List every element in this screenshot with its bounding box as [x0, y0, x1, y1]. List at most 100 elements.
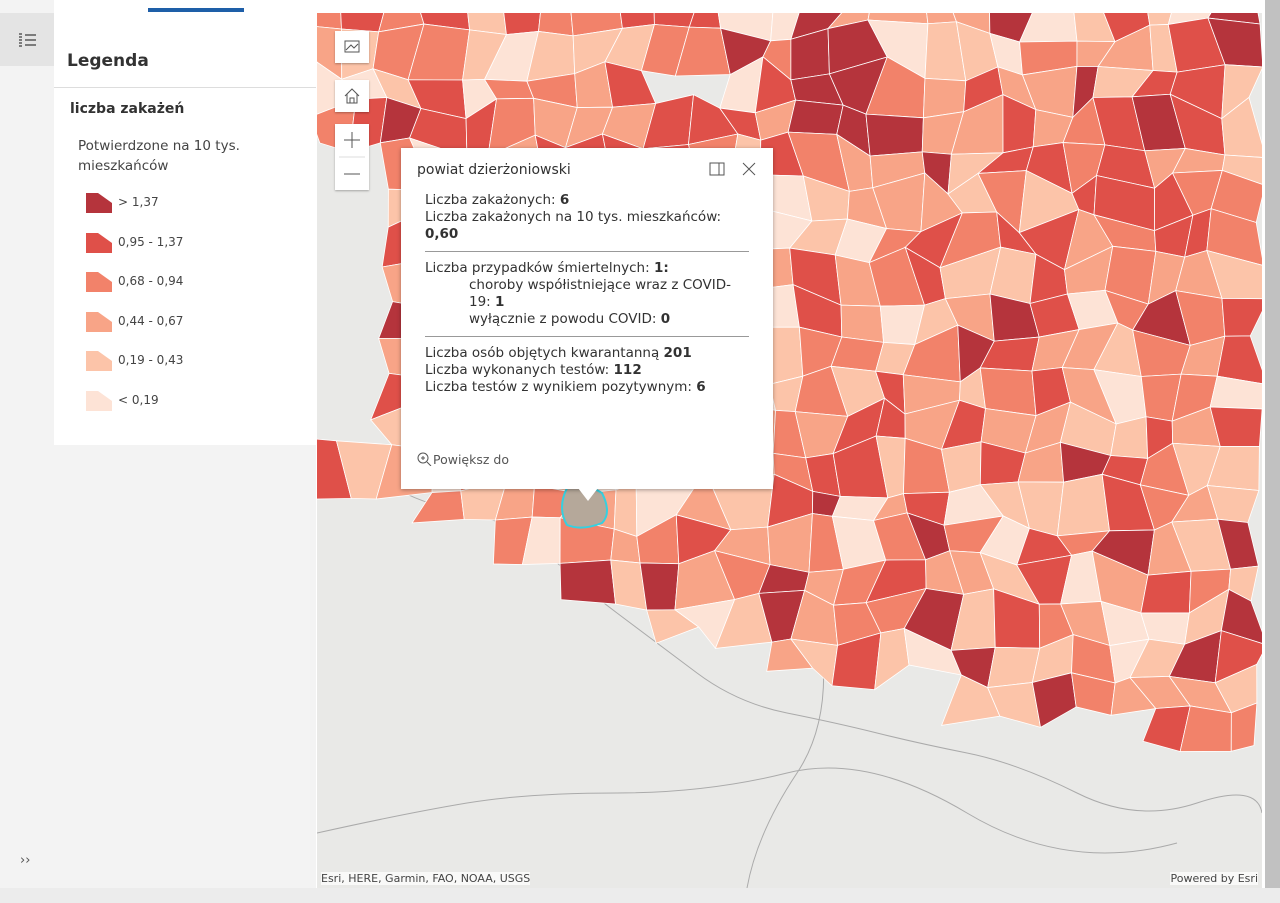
field-name: Potwierdzone na 10 tys. mieszkańców: [78, 138, 240, 174]
popup-line: Liczba wykonanych testów: 112: [401, 362, 773, 379]
district: [979, 367, 1037, 417]
popup-line: choroby współistniejące wraz z COVID-19:…: [401, 277, 773, 311]
field-value: 6: [696, 379, 706, 395]
field-value: 6: [559, 192, 570, 208]
district: [411, 490, 465, 524]
legend-label: 0,19 - 0,43: [118, 353, 184, 367]
district: [1221, 297, 1262, 337]
district: [1140, 570, 1192, 614]
field-label: Liczba wykonanych testów:: [425, 362, 610, 378]
panel-background: [54, 445, 316, 888]
field-value: 1:: [653, 260, 669, 276]
district: [987, 682, 1042, 728]
popup-line: Liczba przypadków śmiertelnych: 1:: [401, 260, 773, 277]
legend-title: Legenda: [67, 51, 149, 71]
district: [1031, 672, 1077, 728]
zoom-buttons: [335, 124, 369, 190]
legend-item: 0,95 - 1,37: [86, 231, 286, 255]
home-icon: [344, 88, 360, 104]
legend-item: 0,19 - 0,43: [86, 349, 286, 373]
district: [1221, 154, 1262, 185]
popup: powiat dzierżoniowski Liczba zakażonych:…: [401, 148, 773, 489]
popup-line: wyłącznie z powodu COVID: 0: [401, 311, 773, 328]
popup-line: Liczba osób objętych kwarantanną 201: [401, 345, 773, 362]
district: [787, 99, 844, 135]
popup-line: Liczba zakażonych: 6: [401, 192, 773, 209]
zoom-icons: [339, 132, 365, 175]
legend-label: > 1,37: [118, 195, 159, 209]
swatch-shape: [86, 272, 112, 292]
legend-item: < 0,19: [86, 389, 286, 413]
powered-by[interactable]: Powered by Esri: [1170, 872, 1258, 885]
district: [639, 562, 680, 611]
legend-item: 0,68 - 0,94: [86, 270, 286, 294]
field-value: 1: [495, 294, 505, 310]
popup-title: powiat dzierżoniowski: [417, 162, 571, 178]
popup-line: Liczba zakażonych na 10 tys. mieszkańców…: [401, 209, 773, 243]
basemap-button[interactable]: [335, 31, 369, 63]
legend-button[interactable]: [0, 13, 54, 66]
field-value: 201: [663, 345, 692, 361]
district: [840, 304, 885, 343]
field-label: Liczba osób objętych kwarantanną: [425, 345, 660, 361]
top-bar: [0, 0, 1280, 13]
district: [1216, 335, 1262, 385]
popup-divider: [425, 251, 749, 252]
field-value: 0: [660, 311, 671, 327]
district: [559, 559, 616, 605]
popup-pointer: [578, 488, 598, 501]
field-label: Liczba zakażonych na 10 tys. mieszkańców…: [425, 209, 722, 225]
field-value: 112: [613, 362, 642, 378]
swatch-shape: [86, 390, 112, 411]
popup-line: Liczba testów z wynikiem pozytywnym: 6: [401, 379, 773, 396]
popup-actions[interactable]: [701, 160, 761, 180]
popup-body: Liczba zakażonych: 6 Liczba zakażonych na…: [401, 192, 773, 396]
legend-label: 0,68 - 0,94: [118, 274, 184, 288]
zoom-label: Powiększ do: [433, 452, 509, 467]
zoom-icon: [417, 452, 432, 467]
district: [1220, 588, 1262, 644]
layer-name: liczba zakażeń: [70, 101, 185, 117]
swatch-shape: [86, 193, 112, 213]
district: [1206, 208, 1262, 266]
field-label: Liczba przypadków śmiertelnych:: [425, 260, 650, 276]
legend-item: 0,44 - 0,67: [86, 310, 286, 334]
legend-item: > 1,37: [86, 191, 286, 215]
district: [1221, 96, 1262, 158]
field-value: 0,60: [425, 226, 459, 242]
home-button[interactable]: [335, 80, 369, 112]
district: [1056, 473, 1111, 537]
active-tab[interactable]: [148, 8, 244, 12]
zoom-to[interactable]: Powiększ do: [417, 452, 509, 467]
swatch-shape: [86, 232, 112, 253]
district: [1207, 17, 1262, 68]
legend-swatch: [86, 351, 112, 371]
district: [1206, 249, 1262, 300]
district: [1209, 375, 1262, 410]
legend-swatch: [86, 390, 112, 411]
district: [865, 113, 924, 157]
district: [922, 77, 967, 119]
district: [613, 481, 638, 538]
expand-button[interactable]: ››: [20, 853, 31, 868]
district: [987, 646, 1041, 689]
legend-icon: [19, 33, 36, 47]
legend-label: 0,44 - 0,67: [118, 313, 184, 328]
legend-swatch: [86, 193, 112, 213]
legend-swatch: [86, 232, 112, 253]
field-label: Liczba testów z wynikiem pozytywnym:: [425, 379, 692, 395]
legend-panel: Legenda liczba zakażeń Potwierdzone na 1…: [54, 13, 316, 445]
legend-swatch: [86, 272, 112, 292]
field-label: wyłącznie z powodu COVID:: [469, 311, 657, 327]
icon-bar: ››: [0, 0, 54, 888]
legend-label: < 0,19: [118, 392, 159, 407]
swatch-shape: [86, 311, 112, 332]
bottom-bar: [0, 888, 1280, 903]
district: [1230, 702, 1258, 752]
scrollbar[interactable]: [1265, 0, 1280, 888]
attribution: Esri, HERE, Garmin, FAO, NOAA, USGS: [321, 872, 531, 885]
divider: [54, 87, 316, 88]
legend-swatch: [86, 311, 112, 332]
basemap-icon: [344, 40, 360, 53]
